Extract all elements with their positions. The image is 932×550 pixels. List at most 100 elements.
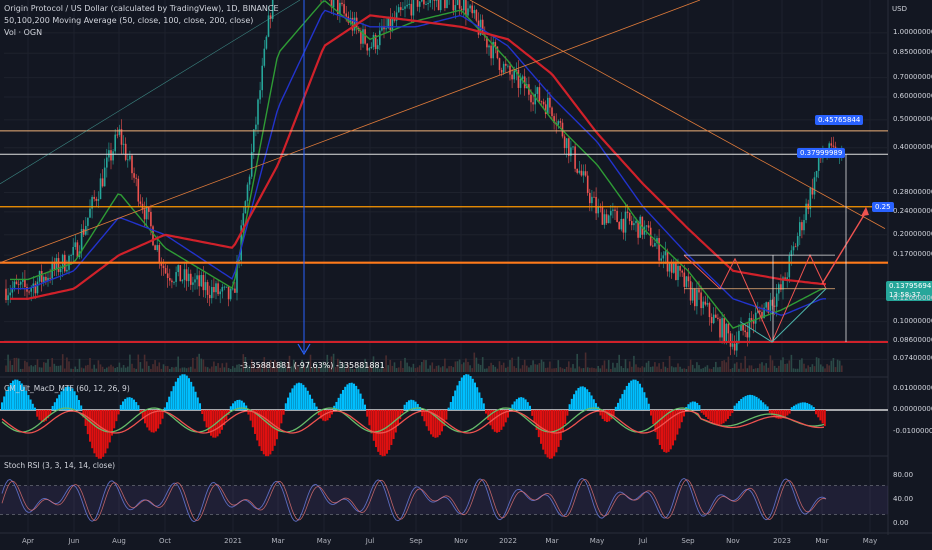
- volume-bar: [635, 364, 637, 372]
- candle-body: [229, 288, 232, 300]
- macd-hist-bar: [784, 410, 787, 418]
- volume-bar: [618, 354, 620, 372]
- volume-indicator-label[interactable]: Vol · OGN: [4, 28, 43, 37]
- volume-bar: [643, 367, 646, 372]
- macd-hist-bar: [276, 410, 278, 440]
- macd-hist-bar: [766, 406, 769, 410]
- candle-body: [267, 15, 270, 37]
- candle-body: [815, 170, 818, 178]
- macd-hist-bar: [707, 410, 710, 420]
- macd-title[interactable]: CM_Ult_MacD_MTF (60, 12, 26, 9): [4, 384, 130, 393]
- time-tick-label: Jun: [68, 537, 80, 545]
- candle-body: [799, 222, 801, 237]
- macd-hist-bar: [449, 401, 452, 410]
- volume-bar: [418, 365, 421, 372]
- candle-body: [738, 330, 740, 341]
- candle-body: [89, 208, 91, 218]
- volume-bar: [118, 362, 121, 372]
- volume-bar: [685, 368, 688, 372]
- macd-hist-bar: [243, 402, 245, 410]
- macd-hist-bar: [5, 391, 8, 410]
- candle-body: [387, 16, 389, 29]
- volume-bar: [733, 363, 736, 372]
- macd-hist-bar: [221, 410, 223, 430]
- volume-bar: [26, 362, 28, 372]
- volume-bar: [255, 368, 257, 372]
- candle-body: [215, 283, 217, 293]
- candle-body: [330, 0, 333, 8]
- macd-hist-bar: [291, 388, 294, 410]
- volume-bar: [807, 365, 809, 372]
- macd-hist-bar: [817, 410, 820, 418]
- macd-hist-bar: [445, 410, 448, 420]
- macd-hist-bar: [722, 410, 725, 424]
- candle-body: [169, 277, 171, 281]
- macd-hist-bar: [159, 410, 162, 425]
- candle-body: [236, 260, 238, 293]
- candle-body: [360, 31, 362, 44]
- candle-body: [40, 271, 43, 283]
- macd-hist-bar: [652, 410, 655, 425]
- candle-body: [437, 0, 440, 11]
- macd-hist-bar: [168, 396, 171, 410]
- ma-indicator-label[interactable]: 50,100,200 Moving Average (50, close, 10…: [4, 16, 254, 25]
- candle-body: [769, 299, 772, 313]
- macd-hist-bar: [12, 380, 14, 410]
- volume-bar: [13, 357, 16, 372]
- volume-bar: [112, 366, 114, 372]
- candle-body: [234, 288, 236, 293]
- volume-bar: [187, 367, 190, 372]
- candle-body: [473, 10, 476, 14]
- volume-bar: [748, 365, 751, 372]
- macd-hist-bar: [370, 410, 373, 434]
- candle-body: [763, 307, 765, 319]
- macd-hist-bar: [502, 410, 505, 427]
- macd-hist-bar: [724, 410, 727, 422]
- volume-bar: [427, 368, 429, 372]
- volume-bar: [34, 364, 37, 372]
- volume-bar: [694, 368, 696, 372]
- volume-bar: [137, 354, 140, 372]
- candle-body: [454, 5, 457, 11]
- stoch-title[interactable]: Stoch RSI (3, 3, 14, 14, close): [4, 461, 115, 470]
- macd-hist-bar: [353, 383, 355, 410]
- macd-hist-bar: [49, 410, 52, 415]
- macd-hist-bar: [661, 410, 663, 450]
- candle-body: [662, 255, 665, 259]
- volume-bar: [555, 368, 557, 372]
- macd-hist-bar: [179, 375, 182, 410]
- candle-body: [463, 0, 465, 11]
- macd-hist-bar: [126, 397, 129, 410]
- volume-bar: [206, 367, 209, 372]
- volume-bar: [616, 362, 618, 372]
- candle-body: [15, 281, 18, 285]
- volume-bar: [271, 367, 274, 372]
- macd-hist-bar: [359, 393, 362, 410]
- candle-body: [658, 238, 660, 261]
- volume-bar: [185, 368, 188, 372]
- candle-body: [809, 187, 812, 210]
- volume-bar: [557, 360, 560, 372]
- volume-bar: [584, 352, 587, 372]
- candle-body: [57, 258, 60, 273]
- volume-bar: [536, 364, 539, 372]
- volume-bar: [763, 365, 765, 372]
- candle-body: [568, 138, 570, 157]
- time-tick-label: May: [589, 537, 605, 545]
- volume-bar: [796, 368, 799, 372]
- candle-body: [164, 268, 167, 274]
- macd-hist-bar: [533, 410, 536, 423]
- macd-hist-bar: [265, 410, 267, 457]
- volume-bar: [658, 363, 660, 372]
- volume-bar: [173, 367, 175, 372]
- volume-bar: [689, 359, 692, 372]
- volume-bar: [782, 357, 784, 372]
- candle-body: [370, 46, 373, 49]
- macd-hist-bar: [53, 402, 56, 410]
- candle-body: [565, 138, 568, 149]
- candle-body: [492, 41, 494, 59]
- candle-body: [250, 151, 253, 177]
- macd-hist-bar: [478, 392, 481, 410]
- volume-bar: [22, 368, 24, 372]
